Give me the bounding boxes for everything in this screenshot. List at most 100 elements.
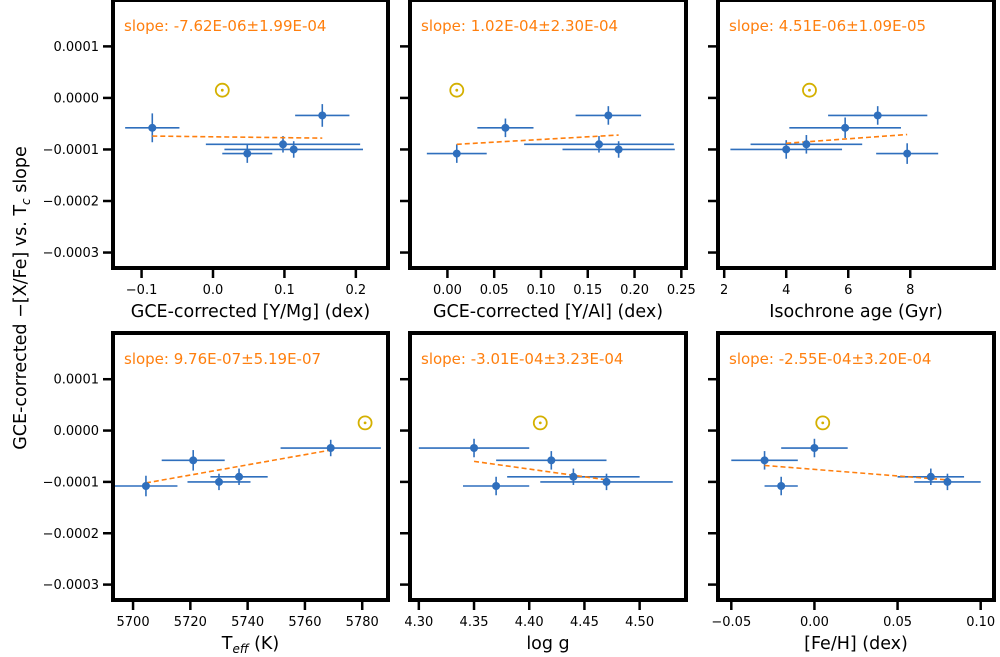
sun-marker-dot bbox=[808, 88, 811, 92]
slope-annotation: slope: 4.51E-06±1.09E-05 bbox=[729, 17, 926, 35]
panel-frame bbox=[408, 0, 688, 270]
y-tick-label: −0.0001 bbox=[43, 475, 99, 490]
data-point bbox=[594, 140, 603, 149]
sun-marker bbox=[815, 415, 831, 431]
sun-marker bbox=[214, 82, 230, 98]
panel-frame bbox=[111, 331, 390, 602]
data-point bbox=[810, 444, 819, 453]
x-tick-label: 0.00 bbox=[433, 283, 462, 298]
x-tick-label: 4.50 bbox=[625, 615, 654, 630]
data-point bbox=[501, 123, 510, 132]
y-tick-label: 0.0001 bbox=[54, 373, 100, 388]
x-tick-label: 0.10 bbox=[966, 615, 995, 630]
slope-annotation: slope: -7.62E-06±1.99E-04 bbox=[124, 17, 326, 35]
panel-frame bbox=[111, 0, 390, 270]
sun-marker bbox=[532, 415, 548, 431]
x-tick-label: 0.15 bbox=[573, 283, 602, 298]
x-tick-label: 5760 bbox=[288, 615, 321, 630]
data-point bbox=[279, 140, 287, 149]
data-point bbox=[214, 477, 223, 486]
y-tick-label: −0.0001 bbox=[43, 143, 99, 158]
data-point bbox=[318, 111, 327, 120]
data-point bbox=[148, 123, 157, 132]
x-tick-label: 4.45 bbox=[570, 615, 599, 630]
panel-6: −0.05 0.00 0.05 0.10 [Fe/H] (dex) slope: -2.5… bbox=[708, 331, 996, 654]
data-layer bbox=[418, 415, 673, 496]
fit-line bbox=[473, 460, 607, 481]
x-tick-label: 0.05 bbox=[883, 615, 912, 630]
fit-line bbox=[456, 134, 619, 146]
x-tick-label: 4 bbox=[782, 283, 790, 298]
y-tick-label: −0.0002 bbox=[43, 527, 99, 542]
slope-annotation: slope: -2.55E-04±3.20E-04 bbox=[729, 350, 931, 368]
data-point bbox=[289, 145, 298, 154]
x-tick-label: 2 bbox=[720, 283, 728, 298]
data-point bbox=[141, 482, 150, 491]
data-point bbox=[235, 472, 244, 481]
x-axis-label: GCE-corrected [Y/Mg] (dex) bbox=[131, 302, 370, 322]
x-tick-label: −0.1 bbox=[126, 283, 158, 298]
data-layer bbox=[731, 415, 981, 496]
data-point bbox=[777, 482, 786, 491]
sun-marker-dot bbox=[455, 88, 459, 92]
data-point bbox=[760, 456, 769, 465]
data-layer bbox=[730, 82, 939, 164]
panel-4: 0.0001 0.0000 −0.0001 −0.0002 −0.0003 5700 572… bbox=[43, 331, 390, 656]
panel-5: 4.30 4.35 4.40 4.45 4.50 log g slope: -3.01E-0… bbox=[400, 331, 688, 654]
x-axis-label: Teff (K) bbox=[221, 634, 279, 656]
sun-marker-dot bbox=[538, 421, 542, 425]
data-layer bbox=[426, 82, 675, 163]
x-tick-label: 5780 bbox=[346, 615, 379, 630]
y-tick-label: −0.0002 bbox=[43, 195, 99, 210]
data-point bbox=[569, 472, 578, 481]
sun-marker bbox=[357, 415, 373, 431]
y-tick-label: −0.0003 bbox=[43, 578, 99, 593]
data-point bbox=[492, 482, 501, 491]
x-tick-label: 4.35 bbox=[460, 615, 489, 630]
data-layer bbox=[115, 415, 381, 497]
shared-y-axis-label: GCE-corrected −[X/Fe] vs. Tc slope bbox=[11, 146, 33, 450]
x-tick-label: 0.05 bbox=[480, 283, 509, 298]
data-point bbox=[189, 456, 198, 465]
x-axis-label: log g bbox=[526, 634, 569, 654]
x-tick-label: 0.00 bbox=[800, 615, 829, 630]
panel-frame bbox=[408, 331, 688, 602]
x-tick-label: 5700 bbox=[117, 615, 150, 630]
data-point bbox=[926, 472, 935, 481]
data-point bbox=[782, 145, 791, 154]
x-tick-label: 8 bbox=[906, 283, 914, 298]
data-point bbox=[943, 477, 952, 486]
data-point bbox=[802, 140, 811, 149]
x-tick-label: 5740 bbox=[231, 615, 264, 630]
x-tick-label: 0.0 bbox=[203, 283, 224, 298]
x-tick-label: 0.2 bbox=[346, 283, 367, 298]
data-point bbox=[243, 149, 252, 158]
sun-marker-dot bbox=[220, 88, 224, 92]
data-point bbox=[547, 456, 556, 465]
data-layer bbox=[125, 82, 363, 163]
x-tick-label: 0.1 bbox=[274, 283, 295, 298]
data-point bbox=[873, 111, 882, 120]
data-point bbox=[614, 145, 623, 154]
x-tick-label: −0.05 bbox=[711, 615, 751, 630]
slope-annotation: slope: -3.01E-04±3.23E-04 bbox=[421, 350, 623, 368]
x-axis-label: GCE-corrected [Y/Al] (dex) bbox=[433, 302, 663, 322]
sun-marker-dot bbox=[363, 421, 367, 425]
slope-annotation: slope: 9.76E-07±5.19E-07 bbox=[124, 350, 321, 368]
data-point bbox=[470, 444, 479, 453]
fit-line bbox=[764, 464, 948, 481]
x-tick-label: 0.10 bbox=[527, 283, 556, 298]
slope-annotation: slope: 1.02E-04±2.30E-04 bbox=[421, 17, 618, 35]
fit-line bbox=[152, 135, 323, 139]
data-point bbox=[604, 111, 613, 120]
sun-marker bbox=[802, 82, 817, 98]
x-tick-label: 5720 bbox=[174, 615, 207, 630]
data-point bbox=[903, 149, 912, 158]
panel-2: 0.00 0.05 0.10 0.15 0.20 0.25 GCE-corrected [Y… bbox=[400, 0, 696, 322]
sun-marker-dot bbox=[821, 421, 825, 425]
x-tick-label: 4.30 bbox=[404, 615, 433, 630]
x-tick-label: 4.40 bbox=[515, 615, 544, 630]
x-tick-label: 6 bbox=[844, 283, 852, 298]
x-tick-label: 0.20 bbox=[620, 283, 649, 298]
